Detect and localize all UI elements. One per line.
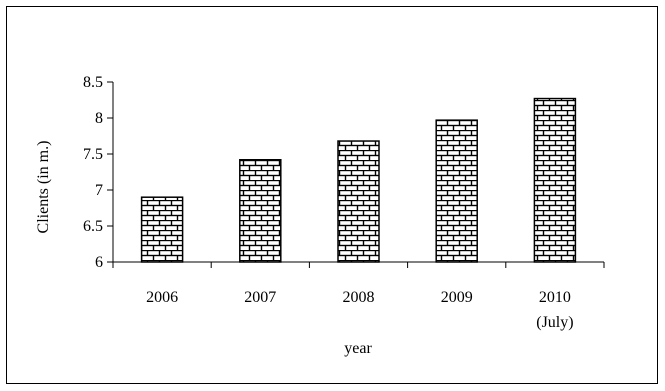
bar-2009 bbox=[435, 119, 478, 263]
y-tick-label: 6.5 bbox=[83, 218, 103, 235]
x-tick-label: 2006 bbox=[146, 289, 178, 306]
x-ticks-group: 2006 2007 2008 2009 2010 (July) bbox=[112, 262, 605, 331]
bars-group bbox=[140, 97, 577, 263]
bar-2006 bbox=[140, 196, 184, 263]
bar-2007 bbox=[239, 159, 282, 263]
y-ticks-group: 6 6.5 7 7.5 8 8.5 bbox=[83, 74, 113, 271]
x-axis-title: year bbox=[344, 340, 372, 357]
bar-2010 bbox=[533, 97, 577, 263]
x-tick-label: 2010 bbox=[539, 289, 571, 306]
y-tick-label: 6 bbox=[95, 254, 103, 271]
x-tick-label: 2007 bbox=[244, 289, 276, 306]
y-tick-label: 7 bbox=[95, 182, 103, 199]
y-tick-label: 7.5 bbox=[83, 146, 103, 163]
bar-2008 bbox=[337, 140, 380, 263]
x-tick-label: 2009 bbox=[441, 289, 473, 306]
x-tick-label: 2008 bbox=[343, 289, 375, 306]
y-tick-label: 8.5 bbox=[83, 74, 103, 91]
y-tick-label: 8 bbox=[95, 110, 103, 127]
y-axis-title: Clients (in m.) bbox=[35, 141, 52, 234]
x-tick-sublabel: (July) bbox=[536, 314, 573, 331]
